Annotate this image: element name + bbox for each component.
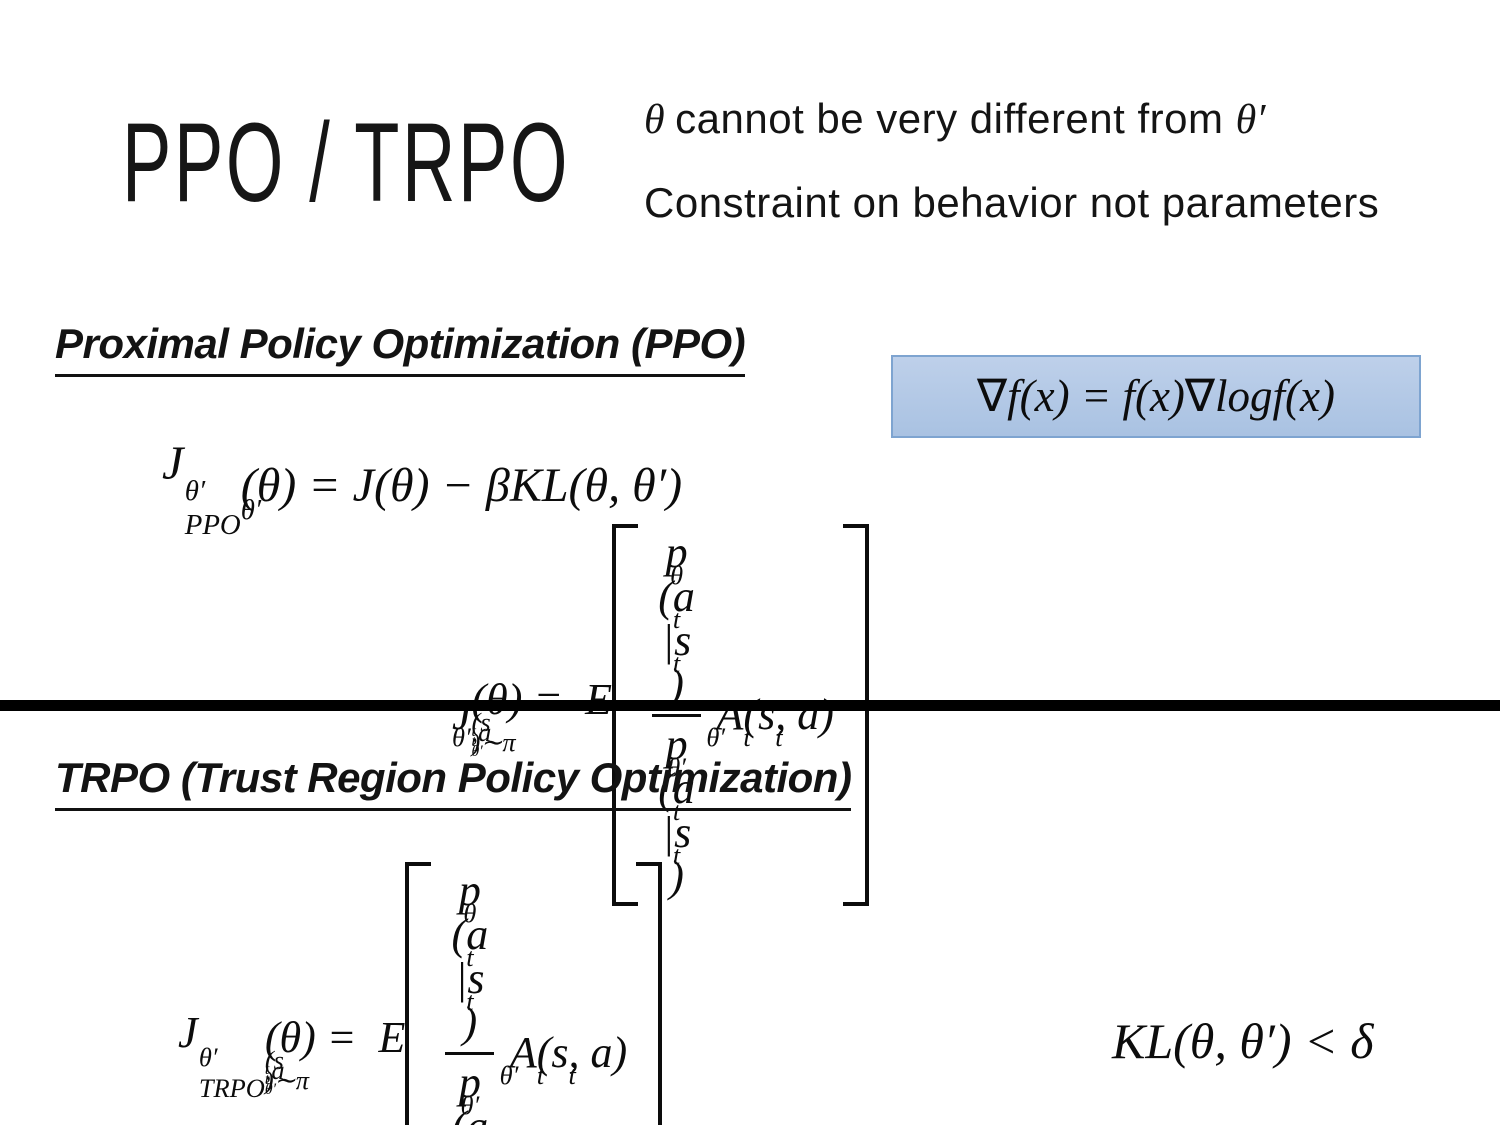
math-run: ∇: [977, 371, 1008, 421]
left-bracket: [612, 524, 639, 907]
math-run: ): [669, 660, 684, 710]
math-run: |s t: [661, 616, 692, 679]
math-run: |s t: [661, 808, 692, 871]
math-run: )∼π θ′: [471, 727, 516, 761]
math-run: θ: [644, 97, 676, 143]
fraction: pθ(at|st)pθ′(at|st): [445, 862, 495, 1125]
math-run: TRPO: [198, 1073, 265, 1104]
note-theta-difference: θ cannot be very different from θ′: [644, 95, 1265, 144]
math-run: (s t: [264, 1045, 284, 1079]
math-run: ): [612, 1028, 628, 1078]
math-run: KL(θ, θ′) < δ: [1112, 1013, 1374, 1069]
slide-title: PPO / TRPO: [122, 100, 571, 225]
math-run: cannot be very different from: [675, 95, 1236, 142]
kl-constraint-formula: KL(θ, θ′) < δ: [1112, 1016, 1374, 1066]
left-bracket: [405, 862, 432, 1125]
section-divider-line: [0, 700, 1500, 711]
math-run: PPO: [184, 509, 241, 542]
math-run: f(x) = f(x): [1007, 371, 1185, 421]
math-run: p θ′: [458, 1058, 481, 1121]
trpo-section-heading: TRPO (Trust Region Policy Optimization): [55, 757, 852, 811]
trpo-objective-formula: Jθ′TRPO(θ) = E(st,at)∼πθ′pθ(at|st)pθ′(at…: [178, 862, 662, 1125]
gradient-identity-formula: ∇ f(x) = f(x) ∇ logf(x): [977, 374, 1335, 419]
math-run: ,a t: [264, 1055, 285, 1089]
right-bracket: [842, 524, 869, 907]
math-run: ∇: [1184, 371, 1216, 421]
math-run: ): [669, 852, 684, 902]
ppo-section-heading: Proximal Policy Optimization (PPO): [55, 323, 746, 377]
math-run: p θ′: [665, 720, 688, 783]
math-run: (at: [452, 1105, 489, 1125]
math-run: (s t: [536, 1028, 569, 1091]
math-run: )∼π θ′: [264, 1065, 309, 1099]
math-run: logf(x): [1215, 371, 1335, 421]
math-run: (θ) = E(st,at)∼πθ′: [471, 678, 613, 761]
math-run: ,a t: [471, 717, 492, 751]
gradient-identity-highlight-box: ∇ f(x) = f(x) ∇ logf(x): [891, 355, 1421, 438]
math-run: (s t: [743, 690, 776, 753]
math-run: |s t: [455, 954, 485, 1017]
math-run: θ′: [198, 1041, 218, 1072]
math-run: θ′: [1235, 97, 1266, 143]
math-run: (s t: [471, 707, 491, 741]
note-behavior-constraint: Constraint on behavior not parameters: [644, 179, 1380, 226]
math-run: θ′: [184, 474, 206, 507]
math-run: ): [462, 998, 478, 1048]
math-run: (θ) − βKL(θ, θ′): [373, 459, 683, 513]
right-bracket: [635, 862, 662, 1125]
ppo-surrogate-expectation-formula: Jθ′(θ) = E(st,at)∼πθ′pθ(at|st)pθ′(at|st)…: [452, 524, 869, 907]
